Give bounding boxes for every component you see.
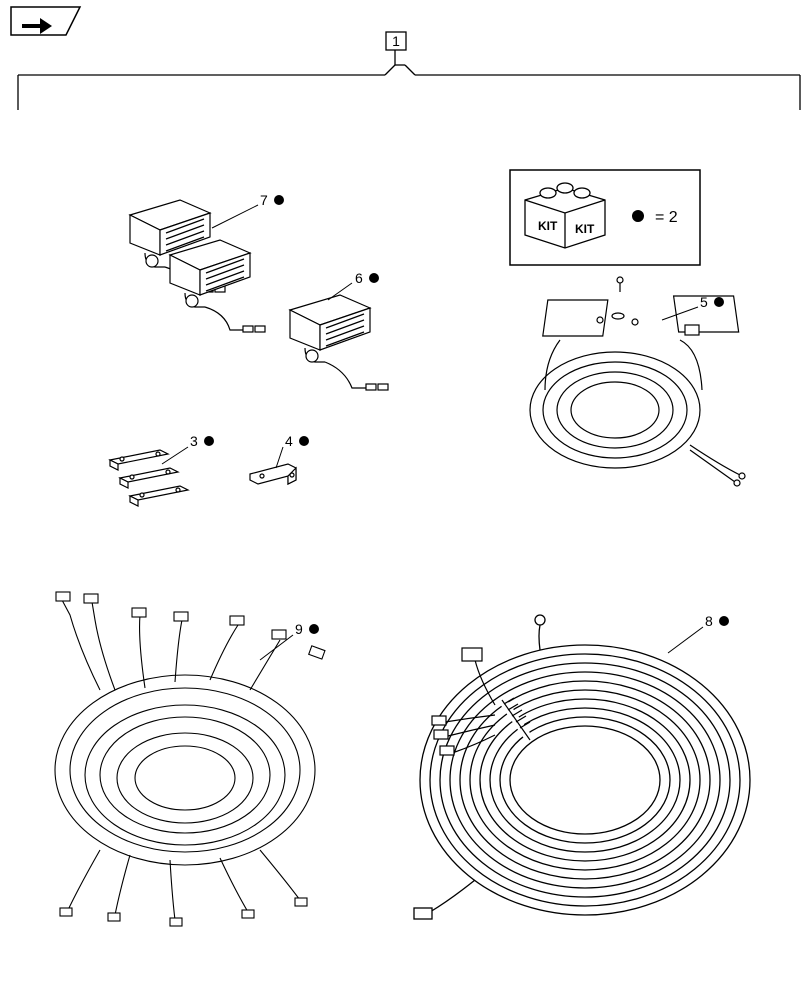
callout-6-text: 6: [355, 270, 363, 286]
callout-4: 4: [285, 433, 309, 449]
diagram-canvas: 1 KIT KIT = 2: [0, 0, 812, 1000]
callout-5: 5: [700, 294, 724, 310]
item-6-light: [290, 295, 388, 390]
callout-3-text: 3: [190, 433, 198, 449]
callout-9-text: 9: [295, 621, 303, 637]
dot-icon: [719, 616, 729, 626]
bracket-label: 1: [392, 33, 400, 49]
callout-7-text: 7: [260, 192, 268, 208]
callout-5-text: 5: [700, 294, 708, 310]
callout-8: 8: [705, 613, 729, 629]
kit-label-left: KIT: [538, 219, 558, 233]
callout-6: 6: [355, 270, 379, 286]
callout-8-text: 8: [705, 613, 713, 629]
callout-3: 3: [190, 433, 214, 449]
kit-label-right: KIT: [575, 222, 595, 236]
callout-7: 7: [260, 192, 284, 208]
item-3-brackets: [110, 450, 188, 506]
item-7-lights: [130, 200, 265, 332]
dot-icon: [299, 436, 309, 446]
item-8-cable: [414, 615, 750, 919]
dot-icon: [714, 297, 724, 307]
kit-equals: = 2: [655, 209, 678, 226]
kit-legend: KIT KIT = 2: [510, 170, 700, 265]
callout-4-text: 4: [285, 433, 293, 449]
top-bracket: [18, 32, 800, 110]
item-4-bracket: [250, 464, 296, 484]
callout-9: 9: [295, 621, 319, 637]
dot-icon: [369, 273, 379, 283]
dot-icon: [309, 624, 319, 634]
dot-icon: [274, 195, 284, 205]
dot-icon: [204, 436, 214, 446]
